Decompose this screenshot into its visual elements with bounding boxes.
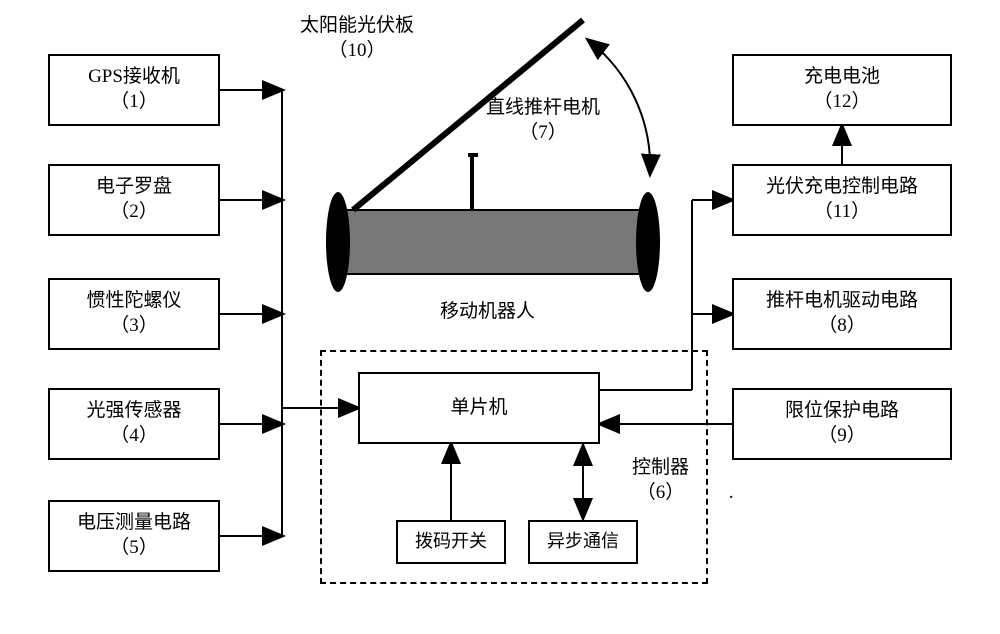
md-num: （8）: [818, 314, 866, 339]
mcu-block: 单片机: [358, 372, 600, 444]
voltage-block: 电压测量电路 （5）: [48, 500, 220, 572]
robot-label: 移动机器人: [440, 300, 535, 325]
pv-charge-block: 光伏充电控制电路 （11）: [732, 164, 952, 236]
battery-block: 充电电池 （12）: [732, 54, 952, 126]
gyro-num: （3）: [110, 314, 158, 339]
volt-num: （5）: [110, 536, 158, 561]
controller-label: 控制器 （6）: [632, 456, 689, 505]
panel-num: （10）: [300, 39, 414, 64]
light-sensor-block: 光强传感器 （4）: [48, 388, 220, 460]
volt-name: 电压测量电路: [77, 511, 191, 536]
gps-num: （1）: [110, 90, 158, 115]
compass-num: （2）: [110, 200, 158, 225]
dip-switch-block: 拨码开关: [396, 520, 506, 564]
gyro-block: 惯性陀螺仪 （3）: [48, 278, 220, 350]
gyro-name: 惯性陀螺仪: [86, 289, 181, 314]
compass-block: 电子罗盘 （2）: [48, 164, 220, 236]
dip-label: 拨码开关: [415, 530, 487, 553]
lp-name: 限位保护电路: [785, 399, 899, 424]
uart-label: 异步通信: [547, 530, 619, 553]
bat-name: 充电电池: [804, 65, 880, 90]
motor-num: （7）: [486, 121, 600, 146]
gps-block: GPS接收机 （1）: [48, 54, 220, 126]
motor-drive-block: 推杆电机驱动电路 （8）: [732, 278, 952, 350]
robot-text: 移动机器人: [440, 301, 535, 322]
limit-protect-block: 限位保护电路 （9）: [732, 388, 952, 460]
pvc-name: 光伏充电控制电路: [766, 175, 918, 200]
bat-num: （12）: [813, 90, 870, 115]
compass-name: 电子罗盘: [96, 175, 172, 200]
mcu-label: 单片机: [450, 396, 507, 421]
md-name: 推杆电机驱动电路: [766, 289, 918, 314]
ctrl-name: 控制器: [632, 456, 689, 481]
gps-name: GPS接收机: [88, 65, 180, 90]
uart-block: 异步通信: [528, 520, 638, 564]
lp-num: （9）: [818, 424, 866, 449]
motor-name: 直线推杆电机: [486, 96, 600, 121]
light-num: （4）: [110, 424, 158, 449]
ctrl-num: （6）: [632, 481, 689, 506]
period-dot: ·: [728, 486, 734, 511]
pvc-num: （11）: [814, 200, 870, 225]
solar-panel-label: 太阳能光伏板 （10）: [300, 14, 414, 63]
light-name: 光强传感器: [86, 399, 181, 424]
panel-name: 太阳能光伏板: [300, 14, 414, 39]
linear-motor-label: 直线推杆电机 （7）: [486, 96, 600, 145]
